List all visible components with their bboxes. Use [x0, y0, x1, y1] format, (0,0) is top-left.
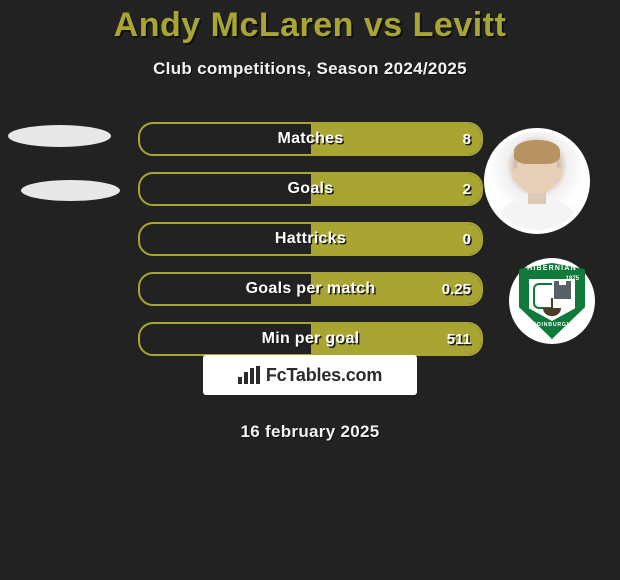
stat-label: Hattricks: [140, 224, 481, 254]
stat-label: Matches: [140, 124, 481, 154]
fctables-label: FcTables.com: [266, 365, 382, 386]
crest-castle-icon: [554, 285, 571, 299]
avatar-hair: [514, 140, 560, 164]
avatar-ear-right: [553, 168, 562, 181]
date-text: 16 february 2025: [0, 422, 620, 442]
stat-right-value: 2: [463, 174, 471, 204]
crest-shield: HIBERNIAN 1875 EDINBURGH: [519, 263, 585, 339]
crest-mast-icon: [551, 298, 553, 308]
stat-right-value: 0.25: [442, 274, 471, 304]
stat-right-value: 511: [447, 324, 471, 354]
stat-right-value: 0: [463, 224, 471, 254]
stat-label: Goals: [140, 174, 481, 204]
avatar-ear-left: [512, 168, 521, 181]
avatar-shirt: [498, 200, 576, 234]
crest-ship-icon: [543, 308, 561, 316]
stat-row-min-per-goal: Min per goal 511: [138, 322, 483, 356]
player-left-avatar-placeholder: [8, 125, 111, 147]
crest-bottom-text: EDINBURGH: [519, 322, 585, 328]
bar-chart-icon: [238, 366, 260, 384]
fctables-badge[interactable]: FcTables.com: [203, 355, 417, 395]
stat-row-goals: Goals 2: [138, 172, 483, 206]
stat-row-matches: Matches 8: [138, 122, 483, 156]
crest-harp-icon: [533, 283, 552, 309]
subtitle: Club competitions, Season 2024/2025: [0, 59, 620, 79]
stat-row-hattricks: Hattricks 0: [138, 222, 483, 256]
crest-top-text: HIBERNIAN: [519, 265, 585, 272]
page-title: Andy McLaren vs Levitt: [0, 0, 620, 45]
stat-row-goals-per-match: Goals per match 0.25: [138, 272, 483, 306]
stat-right-value: 8: [463, 124, 471, 154]
stat-label: Min per goal: [140, 324, 481, 354]
player-right-avatar: [484, 128, 590, 234]
club-right-crest: HIBERNIAN 1875 EDINBURGH: [509, 258, 595, 344]
stat-label: Goals per match: [140, 274, 481, 304]
comparison-widget: Andy McLaren vs Levitt Club competitions…: [0, 0, 620, 580]
club-left-logo-placeholder: [21, 180, 120, 201]
stat-bars: Matches 8 Goals 2 Hattricks 0 Goals per …: [138, 122, 483, 372]
